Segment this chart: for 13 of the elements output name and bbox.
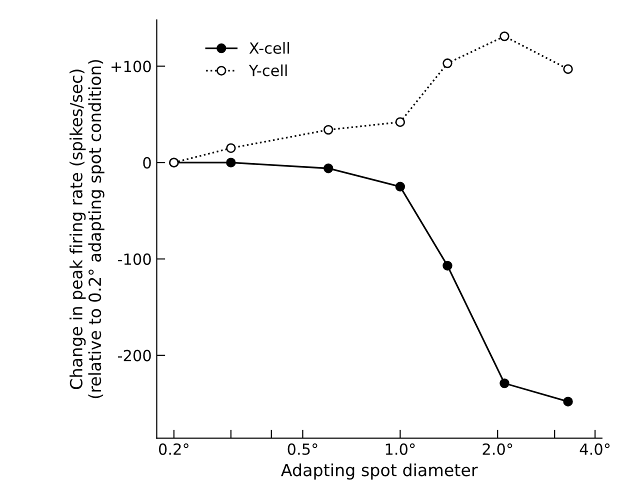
x-tick-label: 0.2°	[158, 443, 188, 455]
y-axis-title: Change in peak firing rate (spikes/sec) (relative to 0.2° adapting spot condition)	[70, 60, 104, 398]
y-tick-label: +100	[112, 60, 151, 72]
y-tick-label: -100	[118, 253, 151, 265]
legend-label: X-cell	[249, 42, 289, 54]
x-tick-label: 2.0°	[482, 443, 512, 455]
x-tick-label: 0.5°	[288, 443, 318, 455]
legend-label: Y-cell	[248, 64, 287, 76]
x-axis-title: Adapting spot diameter	[281, 463, 478, 480]
x-tick-label: 4.0°	[580, 443, 610, 455]
x-tick-label: 1.0°	[386, 443, 415, 455]
y-tick-label: -200	[118, 350, 151, 362]
y-tick-label: 0	[143, 157, 151, 169]
